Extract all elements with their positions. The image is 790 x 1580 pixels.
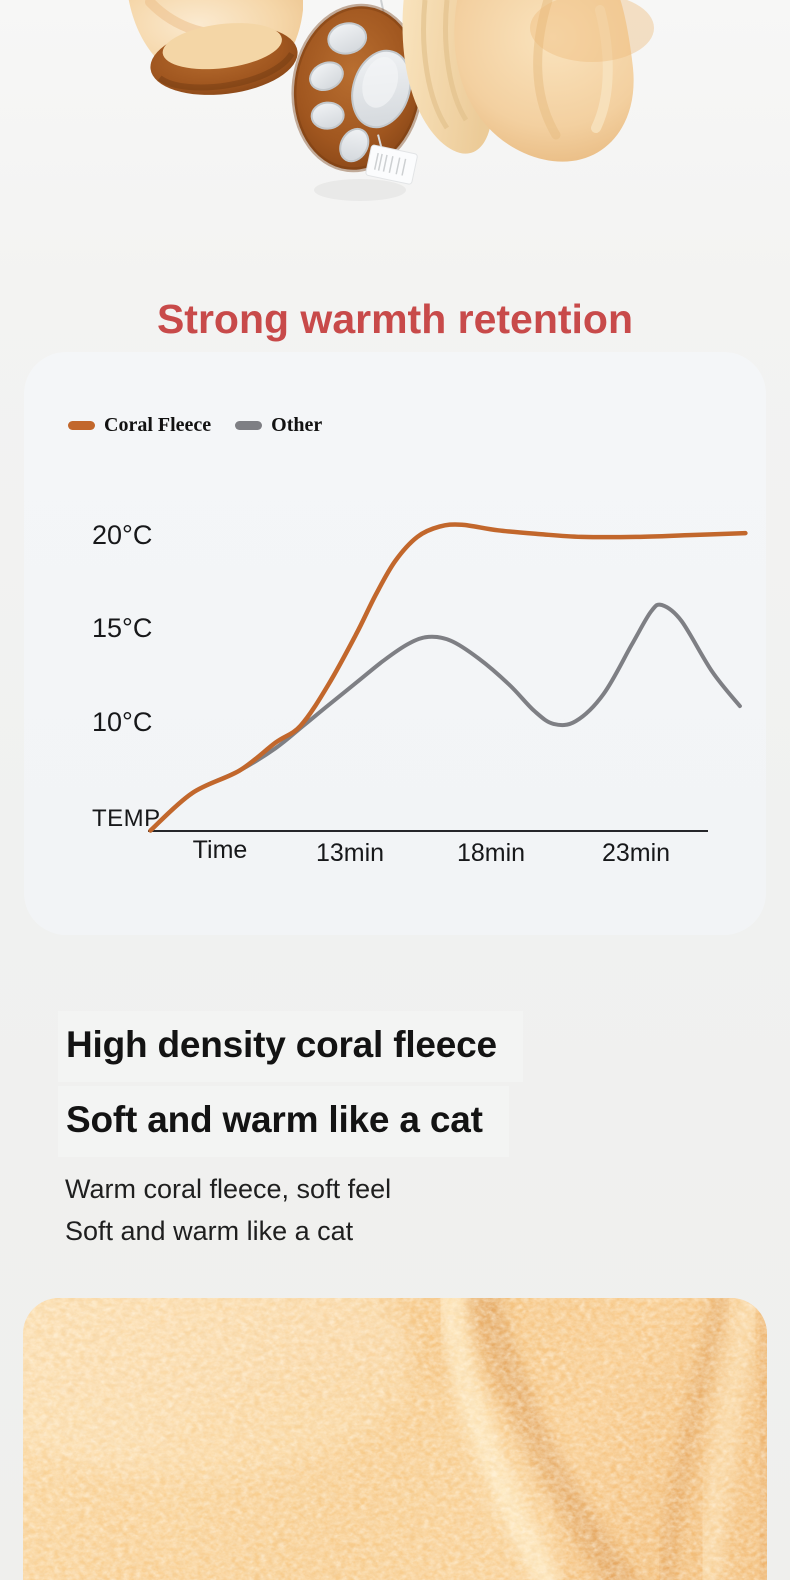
legend-label-coral-fleece: Coral Fleece (104, 414, 212, 436)
y-tick-10c: 10°C (92, 707, 153, 737)
body-text-line2: Soft and warm like a cat (65, 1216, 354, 1246)
legend-swatch-coral-fleece (68, 421, 95, 430)
left-paw-pad (150, 23, 298, 95)
cat-paw-pad (291, 3, 424, 173)
y-tick-20c: 20°C (92, 520, 153, 550)
fleece-fabric-photo (23, 1298, 767, 1580)
price-tag (365, 134, 418, 185)
right-mitten (454, 0, 654, 162)
paw-shadow (314, 179, 406, 201)
warmth-chart-card: Coral Fleece Other 20°C 15°C 10°C TEMP T… (24, 352, 766, 935)
x-tick-18min: 18min (456, 839, 526, 867)
heading2-highlight-box: Soft and warm like a cat (58, 1086, 509, 1157)
x-tick-23min: 23min (601, 839, 671, 867)
left-mitten (128, 0, 303, 95)
coral-fleece-series-line (148, 522, 748, 833)
y-tick-15c: 15°C (92, 613, 153, 643)
section-title: Strong warmth retention (156, 296, 634, 342)
legend-item-coral-fleece: Coral Fleece (68, 414, 211, 437)
other-series-line (148, 602, 742, 833)
heading-soft-and-warm: Soft and warm like a cat (66, 1099, 483, 1140)
temperature-chart (148, 522, 748, 833)
legend-item-other: Other (235, 414, 322, 437)
hero-product-photo (128, 0, 654, 201)
heading1-highlight-box: High density coral fleece (58, 1011, 523, 1082)
x-tick-time: Time (192, 836, 248, 864)
body-text-line1: Warm coral fleece, soft feel (65, 1174, 392, 1204)
fleece-texture-dark (23, 1298, 767, 1580)
legend-label-other: Other (271, 414, 323, 436)
chart-legend: Coral Fleece Other (68, 414, 322, 437)
heading-high-density-coral-fleece: High density coral fleece (66, 1024, 497, 1065)
x-tick-13min: 13min (315, 839, 385, 867)
y-axis-label-temp: TEMP (92, 805, 161, 832)
legend-swatch-other (235, 421, 263, 430)
